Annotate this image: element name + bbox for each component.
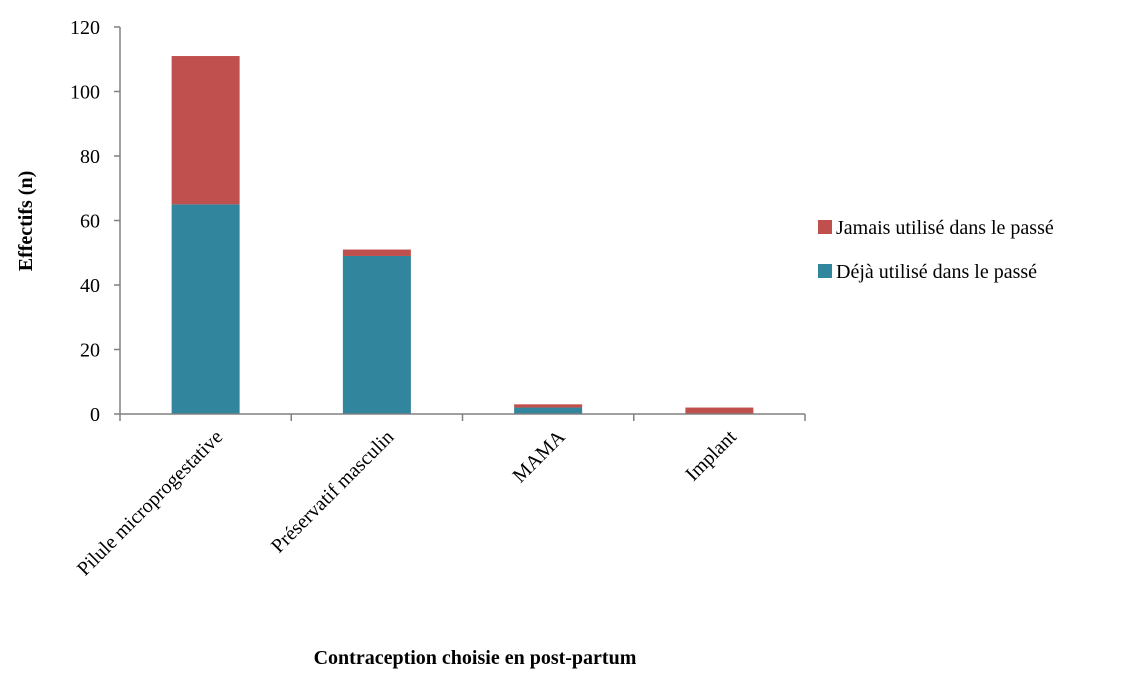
y-tick-label: 20 xyxy=(80,340,100,362)
category-label: Implant xyxy=(681,426,741,486)
category-label: Pilule microprogestative xyxy=(73,426,227,580)
category-label: Préservatif masculin xyxy=(267,426,398,557)
y-axis-title: Effectifs (n) xyxy=(15,171,37,272)
y-ticks-group: 0 20 40 60 80 100 120 xyxy=(70,17,120,426)
bar-segment-series-1 xyxy=(685,407,754,414)
bar-segment-series-0 xyxy=(514,407,583,414)
legend-swatch xyxy=(818,220,832,234)
bar-segment-series-0 xyxy=(171,204,240,414)
y-tick-label: 80 xyxy=(80,146,100,168)
bar-segment-series-1 xyxy=(171,56,240,205)
y-tick-label: 100 xyxy=(70,82,100,104)
legend-label: Jamais utilisé dans le passé xyxy=(836,217,1054,239)
bar-segment-series-1 xyxy=(342,249,411,256)
y-tick-label: 40 xyxy=(80,275,100,297)
y-tick-label: 120 xyxy=(70,17,100,39)
legend-label: Déjà utilisé dans le passé xyxy=(836,261,1037,283)
x-axis-title: Contraception choisie en post-partum xyxy=(314,647,637,669)
bars-group xyxy=(171,56,754,414)
y-tick-label: 60 xyxy=(80,211,100,233)
bar-segment-series-0 xyxy=(342,255,411,414)
legend: Jamais utilisé dans le passé Déjà utilisé… xyxy=(818,217,1054,283)
bar-segment-series-1 xyxy=(514,404,583,408)
category-label: MAMA xyxy=(509,426,571,488)
y-tick-label: 0 xyxy=(90,404,100,426)
legend-swatch xyxy=(818,264,832,278)
x-ticks-group: Pilule microprogestative Préservatif masc… xyxy=(73,414,806,580)
